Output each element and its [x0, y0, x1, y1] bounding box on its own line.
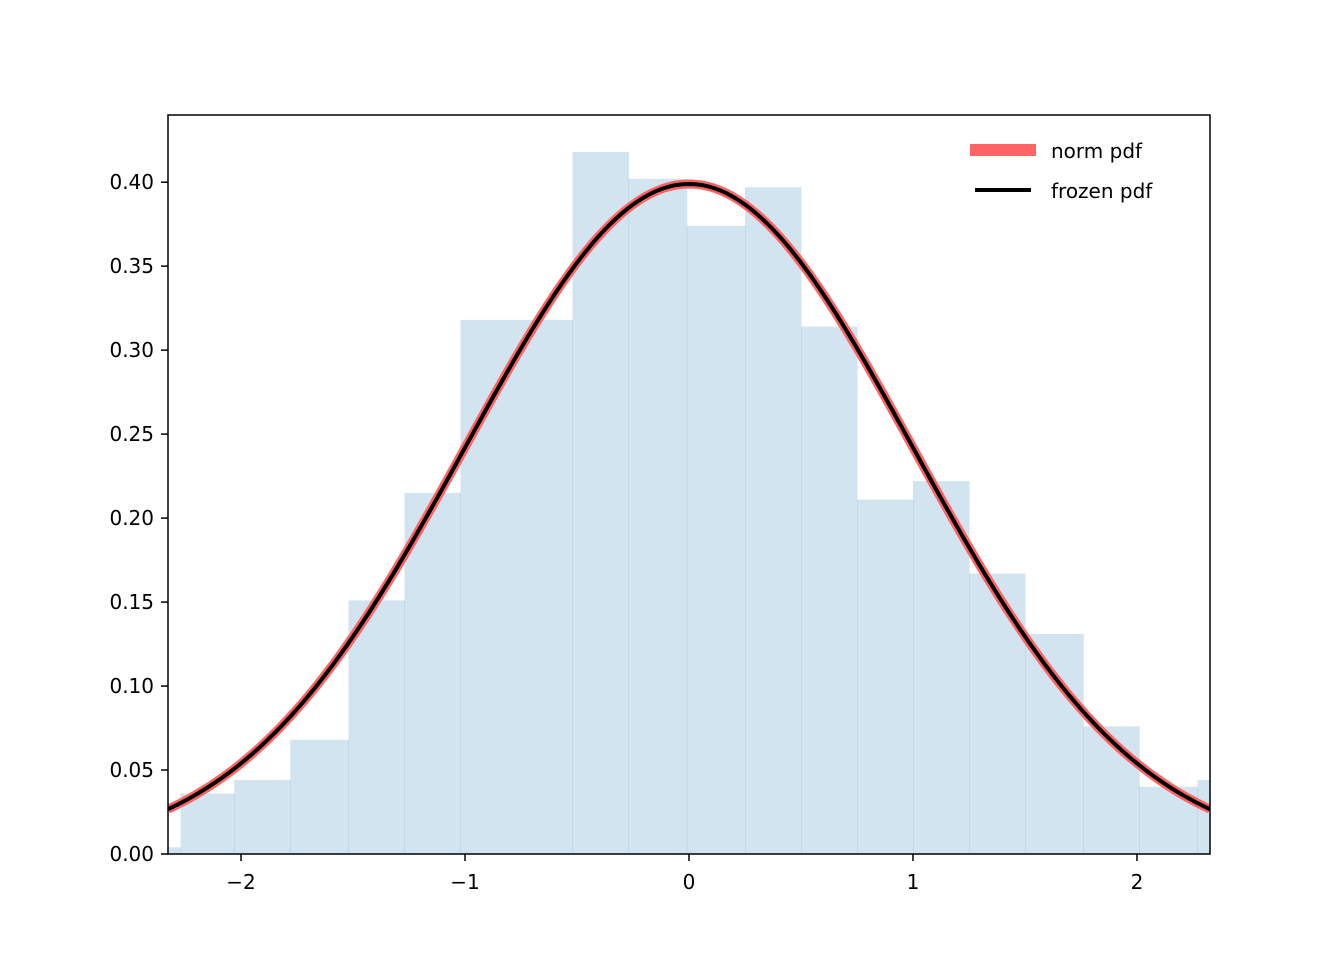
- histogram-bar-2: [234, 780, 291, 854]
- y-tick-label-8: 0.40: [109, 170, 154, 194]
- histogram-bar-18: [1197, 780, 1210, 854]
- histogram-bar-3: [290, 739, 350, 854]
- x-tick-label-0: −2: [226, 870, 255, 894]
- histogram-bar-0: [168, 847, 182, 854]
- y-tick-label-0: 0.00: [109, 842, 154, 866]
- histogram-bar-13: [912, 481, 970, 854]
- histogram-bar-6: [460, 319, 574, 854]
- histogram-bar-15: [1024, 633, 1084, 854]
- x-axis: −2 −1 0 1 2: [226, 854, 1143, 894]
- histogram-bar-8: [628, 178, 688, 854]
- legend-label-frozen-pdf: frozen pdf: [1051, 179, 1153, 203]
- y-tick-label-7: 0.35: [109, 254, 154, 278]
- x-tick-label-4: 2: [1131, 870, 1144, 894]
- histogram-bar-16: [1083, 726, 1140, 854]
- y-tick-label-5: 0.25: [109, 422, 154, 446]
- histogram-bar-4: [348, 600, 406, 854]
- x-tick-label-3: 1: [907, 870, 920, 894]
- histogram-bar-1: [180, 793, 235, 854]
- histogram-bar-14: [968, 573, 1026, 854]
- pdf-lines: [168, 179, 1210, 814]
- y-tick-label-2: 0.10: [109, 674, 154, 698]
- y-tick-label-6: 0.30: [109, 338, 154, 362]
- histogram-bar-11: [800, 326, 858, 854]
- y-tick-label-3: 0.15: [109, 590, 154, 614]
- x-tick-label-1: −1: [450, 870, 479, 894]
- legend-label-norm-pdf: norm pdf: [1051, 139, 1143, 163]
- legend: norm pdf frozen pdf: [970, 139, 1153, 203]
- x-tick-label-2: 0: [683, 870, 696, 894]
- histogram-bar-7: [572, 151, 630, 854]
- histogram-bar-10: [744, 187, 802, 854]
- y-axis: 0.00 0.05 0.10 0.15 0.20 0.25 0.30 0.35 0.40: [109, 170, 168, 866]
- histogram-bars: [168, 151, 1210, 854]
- histogram-bar-9: [686, 225, 746, 854]
- histogram-bar-12: [856, 499, 914, 854]
- y-tick-label-1: 0.05: [109, 758, 154, 782]
- histogram-bar-5: [404, 492, 462, 854]
- series-line-frozen-pdf: [168, 181, 1210, 812]
- y-tick-label-4: 0.20: [109, 506, 154, 530]
